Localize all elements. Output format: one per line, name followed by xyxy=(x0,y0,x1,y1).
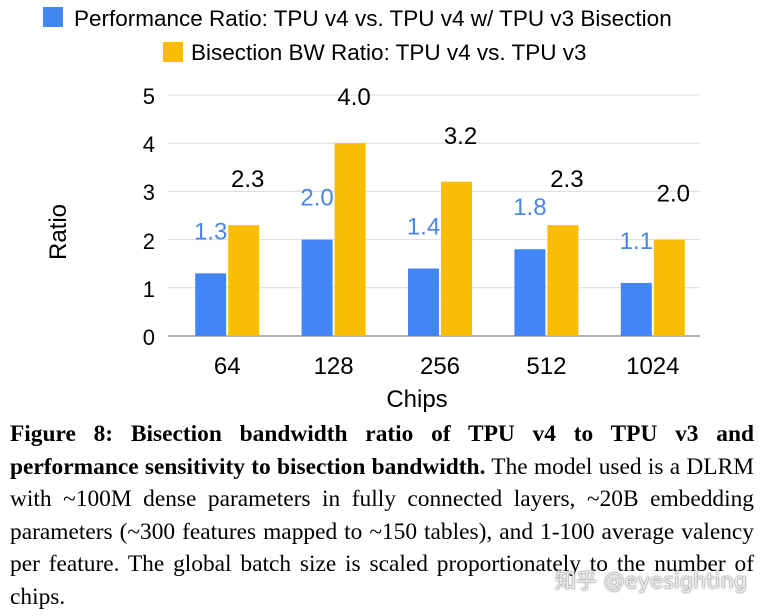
x-axis-ticks: 64 128 256 512 1024 xyxy=(214,353,680,380)
y-tick-label: 4 xyxy=(143,132,155,157)
x-axis-title: Chips xyxy=(386,386,447,413)
bar-performance-512 xyxy=(514,249,546,336)
bars xyxy=(195,143,685,336)
y-tick-label: 3 xyxy=(143,180,155,205)
bar-performance-128 xyxy=(301,239,333,336)
x-tick-label: 512 xyxy=(526,353,566,380)
bar-bisection-512 xyxy=(547,225,579,336)
bar-bisection-1024 xyxy=(653,239,685,336)
data-label-bisection: 2.3 xyxy=(550,166,583,193)
data-label-performance: 1.4 xyxy=(407,214,440,241)
y-tick-label: 5 xyxy=(143,84,155,109)
data-label-bisection: 3.2 xyxy=(444,123,477,150)
data-label-bisection: 2.3 xyxy=(231,166,264,193)
x-tick-label: 64 xyxy=(214,353,241,380)
y-axis-title: Ratio xyxy=(45,204,72,260)
figure-caption: Figure 8: Bisection bandwidth ratio of T… xyxy=(10,418,754,613)
y-tick-label: 2 xyxy=(143,229,155,254)
bar-chart: Performance Ratio: TPU v4 vs. TPU v4 w/ … xyxy=(43,6,700,413)
legend-label-performance: Performance Ratio: TPU v4 vs. TPU v4 w/ … xyxy=(74,6,672,31)
y-tick-label: 1 xyxy=(143,277,155,302)
bar-performance-64 xyxy=(195,273,227,336)
bar-performance-1024 xyxy=(620,282,652,336)
data-label-bisection: 2.0 xyxy=(657,181,690,208)
x-tick-label: 128 xyxy=(314,353,354,380)
x-tick-label: 256 xyxy=(420,353,460,380)
y-axis-ticks: 0 1 2 3 4 5 xyxy=(143,84,155,350)
legend: Performance Ratio: TPU v4 vs. TPU v4 w/ … xyxy=(43,6,672,65)
data-label-performance: 1.1 xyxy=(620,228,653,255)
data-label-performance: 1.8 xyxy=(513,194,546,221)
caption-title: Figure 8: Bisection bandwidth ratio of T… xyxy=(10,421,754,480)
data-label-bisection: 4.0 xyxy=(337,84,370,111)
bar-performance-256 xyxy=(408,268,439,336)
data-label-performance: 1.3 xyxy=(194,218,227,245)
y-tick-label: 0 xyxy=(143,325,155,350)
data-labels: 1.3 2.0 1.4 1.8 1.1 2.3 4.0 3.2 2.3 2.0 xyxy=(194,84,690,255)
bar-bisection-256 xyxy=(441,181,472,336)
watermark: 知乎 @eyesighting xyxy=(555,569,748,593)
bar-bisection-128 xyxy=(334,143,366,336)
legend-label-bisection: Bisection BW Ratio: TPU v4 vs. TPU v3 xyxy=(191,40,587,65)
bar-bisection-64 xyxy=(228,225,260,336)
legend-swatch-performance xyxy=(43,7,63,27)
data-label-performance: 2.0 xyxy=(300,185,333,212)
legend-swatch-bisection xyxy=(163,42,183,62)
caption-body: The model used is a DLRM with ~100M dens… xyxy=(10,453,754,610)
x-tick-label: 1024 xyxy=(626,353,679,380)
